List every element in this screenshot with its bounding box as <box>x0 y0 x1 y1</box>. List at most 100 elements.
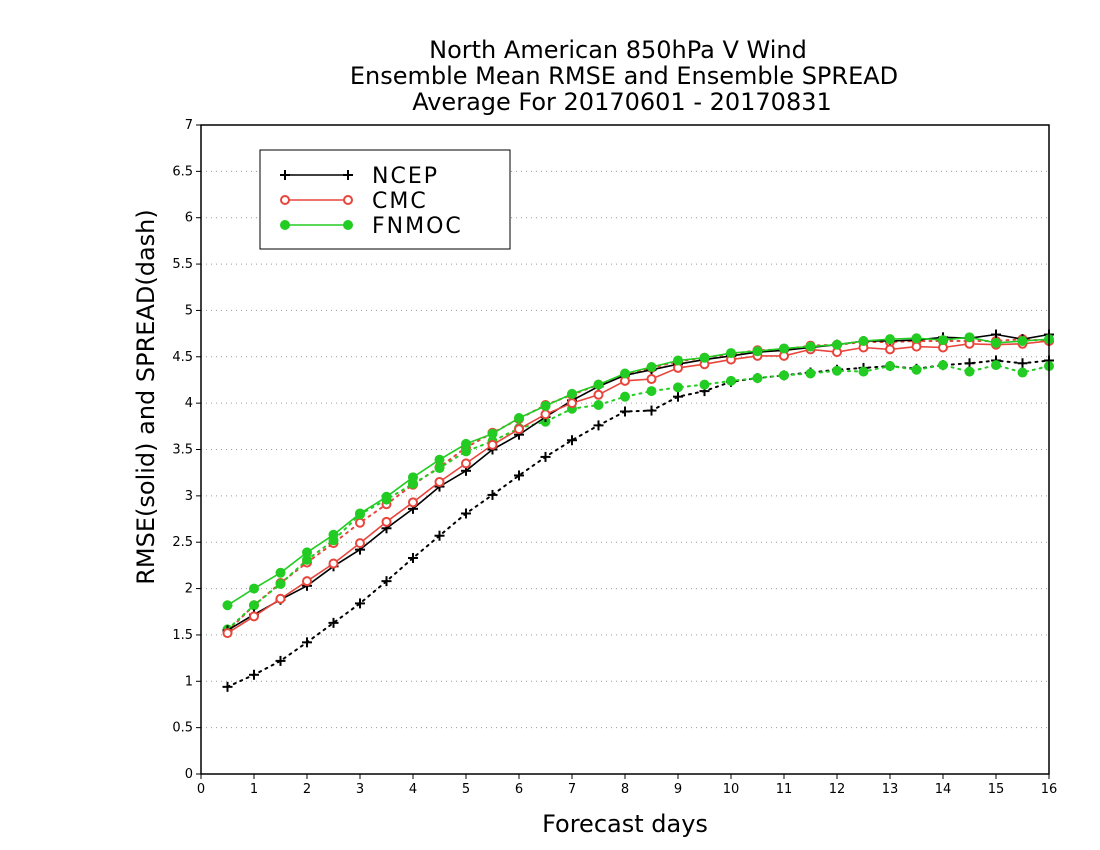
data-point-cmc-rmse <box>434 476 445 487</box>
data-point-fnmoc-rmse <box>249 583 259 594</box>
data-point-ncep-spread <box>408 552 418 563</box>
data-point-fnmoc-rmse <box>805 341 816 352</box>
data-point-fnmoc-spread <box>620 391 630 402</box>
y-tick-label: 5 <box>185 303 193 318</box>
data-point-fnmoc-rmse <box>355 508 365 519</box>
data-point-fnmoc-spread <box>832 365 842 376</box>
data-point-cmc-rmse <box>408 497 418 508</box>
data-point-ncep-spread <box>275 655 286 666</box>
x-axis-title: Forecast days <box>542 810 708 838</box>
series-fnmoc-rmse <box>222 332 1054 611</box>
legend-label-ncep: NCEP <box>372 164 439 189</box>
data-point-fnmoc-spread <box>752 373 763 384</box>
data-point-fnmoc-rmse <box>858 336 869 347</box>
legend-marker-cmc <box>280 195 290 205</box>
data-point-fnmoc-rmse <box>673 355 683 366</box>
data-point-fnmoc-rmse <box>461 438 471 449</box>
legend-marker-cmc <box>343 195 353 205</box>
data-point-fnmoc-rmse <box>487 428 498 439</box>
data-point-cmc-rmse <box>381 516 392 527</box>
data-point-cmc-rmse <box>461 458 471 469</box>
series-line-fnmoc-spread <box>226 364 1050 631</box>
data-point-fnmoc-spread <box>673 382 683 393</box>
data-point-fnmoc-rmse <box>302 547 312 558</box>
legend-marker-fnmoc <box>280 220 290 230</box>
x-tick-label: 12 <box>829 782 846 797</box>
data-point-ncep-spread <box>514 470 524 481</box>
data-point-ncep-spread <box>222 681 233 692</box>
data-point-fnmoc-rmse <box>408 472 418 483</box>
y-tick-label: 6 <box>185 211 193 226</box>
data-point-ncep-spread <box>434 530 445 541</box>
y-tick-label: 7 <box>185 118 193 133</box>
x-tick-label: 9 <box>674 782 682 797</box>
data-point-ncep-spread <box>540 451 551 462</box>
data-point-fnmoc-spread <box>434 463 445 474</box>
x-tick-label: 1 <box>250 782 258 797</box>
data-point-fnmoc-rmse <box>964 332 975 343</box>
data-point-cmc-rmse <box>487 439 498 450</box>
data-point-ncep-spread <box>461 508 471 519</box>
y-tick-label: 0 <box>185 767 193 782</box>
data-point-fnmoc-spread <box>885 361 895 372</box>
data-point-cmc-rmse <box>885 344 895 355</box>
data-point-fnmoc-rmse <box>938 335 948 346</box>
data-point-fnmoc-spread <box>249 600 259 611</box>
chart-title-line-3: Average For 20170601 - 20170831 <box>412 88 832 116</box>
data-point-cmc-rmse <box>646 374 657 385</box>
data-point-fnmoc-rmse <box>540 400 551 411</box>
data-point-ncep-spread <box>620 406 630 417</box>
data-point-fnmoc-spread <box>805 368 816 379</box>
series-layer <box>222 329 1054 692</box>
data-point-fnmoc-rmse <box>699 352 710 363</box>
data-point-ncep-spread <box>328 617 339 628</box>
data-point-fnmoc-rmse <box>1017 336 1028 347</box>
data-point-fnmoc-spread <box>726 375 736 386</box>
data-point-fnmoc-spread <box>938 360 948 371</box>
legend-label-cmc: CMC <box>372 189 428 214</box>
x-tick-label: 14 <box>935 782 952 797</box>
data-point-fnmoc-rmse <box>222 600 233 611</box>
series-line-cmc-spread <box>226 338 1050 633</box>
data-point-cmc-rmse <box>355 538 365 549</box>
data-point-ncep-spread <box>964 358 975 369</box>
legend-label-fnmoc: FNMOC <box>372 214 463 239</box>
data-point-fnmoc-spread <box>991 360 1001 371</box>
data-point-fnmoc-rmse <box>646 361 657 372</box>
y-tick-label: 4.5 <box>172 350 193 365</box>
data-point-fnmoc-rmse <box>991 337 1001 348</box>
data-point-fnmoc-spread <box>964 366 975 377</box>
data-point-fnmoc-spread <box>275 578 286 589</box>
data-point-fnmoc-spread <box>1017 367 1028 378</box>
x-tick-label: 8 <box>621 782 629 797</box>
y-tick-label: 1 <box>185 674 193 689</box>
data-point-fnmoc-rmse <box>885 334 895 345</box>
data-point-fnmoc-spread <box>858 366 869 377</box>
y-tick-label: 2.5 <box>172 535 193 550</box>
data-point-cmc-rmse <box>328 558 339 569</box>
series-fnmoc-spread <box>222 360 1054 635</box>
data-point-fnmoc-rmse <box>911 333 922 344</box>
series-ncep-rmse <box>222 329 1054 636</box>
data-point-fnmoc-spread <box>646 386 657 397</box>
data-point-fnmoc-rmse <box>434 454 445 465</box>
x-tick-label: 0 <box>197 782 205 797</box>
x-tick-label: 11 <box>776 782 793 797</box>
data-point-fnmoc-rmse <box>726 348 736 359</box>
data-point-ncep-spread <box>673 391 683 402</box>
data-point-cmc-spread <box>355 517 365 528</box>
data-point-fnmoc-spread <box>593 399 604 410</box>
chart-title-line-2: Ensemble Mean RMSE and Ensemble SPREAD <box>350 62 898 90</box>
x-tick-label: 3 <box>356 782 364 797</box>
data-point-cmc-rmse <box>911 341 922 352</box>
data-point-fnmoc-rmse <box>779 343 789 354</box>
legend-marker-ncep <box>280 170 290 180</box>
data-point-fnmoc-spread <box>911 364 922 375</box>
x-tick-label: 16 <box>1041 782 1058 797</box>
series-cmc-rmse <box>222 336 1054 639</box>
data-point-cmc-rmse <box>593 389 604 400</box>
x-tick-label: 15 <box>988 782 1005 797</box>
x-tick-label: 7 <box>568 782 576 797</box>
data-point-ncep-spread <box>302 637 312 648</box>
data-point-fnmoc-spread <box>699 379 710 390</box>
